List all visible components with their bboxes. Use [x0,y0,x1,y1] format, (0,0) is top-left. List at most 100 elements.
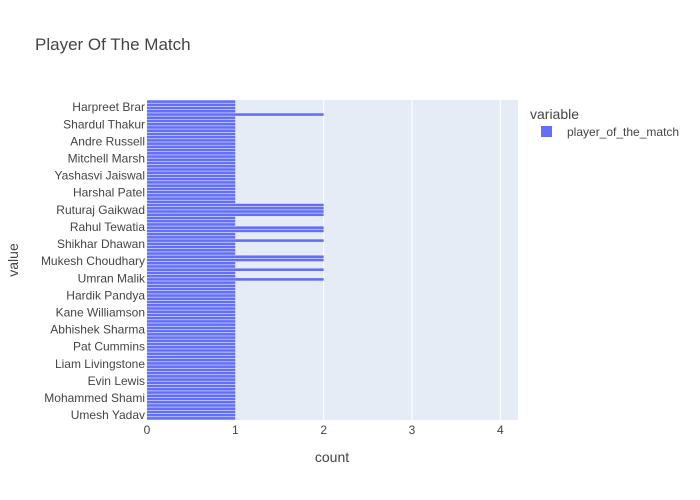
bar[interactable] [147,345,236,349]
bar[interactable] [147,126,236,129]
bar[interactable] [147,142,236,145]
bar[interactable] [147,219,236,223]
bar[interactable] [147,216,236,220]
bar[interactable] [147,236,236,239]
bar[interactable] [147,323,236,326]
bar[interactable] [147,155,236,158]
bar[interactable] [147,355,236,359]
bar[interactable] [147,342,236,346]
bar[interactable] [147,223,236,226]
bar[interactable] [147,171,236,175]
bar[interactable] [147,339,236,343]
bar[interactable] [147,400,236,404]
bar[interactable] [147,274,236,278]
bar[interactable] [147,413,236,417]
bar[interactable] [147,100,236,103]
bar[interactable] [147,287,236,291]
bar[interactable] [147,249,236,252]
bar[interactable] [147,103,236,107]
bar[interactable] [147,291,236,294]
bar[interactable] [147,375,236,378]
bar[interactable] [147,316,236,320]
legend-item-label[interactable]: player_of_the_match [567,125,679,139]
bar[interactable] [147,371,236,375]
bar[interactable] [147,168,236,171]
bar[interactable] [147,158,236,162]
bar[interactable] [147,161,236,165]
bar[interactable] [147,194,236,197]
bar[interactable] [147,297,236,301]
bar[interactable] [147,106,236,110]
bar[interactable] [147,190,236,194]
bar[interactable] [147,410,236,414]
bar[interactable] [147,210,324,213]
bar[interactable] [147,336,236,339]
bar[interactable] [147,265,236,268]
bar[interactable] [147,252,236,255]
bar[interactable] [147,281,236,284]
bar[interactable] [147,187,236,191]
bar[interactable] [147,352,236,356]
bar[interactable] [147,294,236,297]
bar[interactable] [147,132,236,136]
bar[interactable] [147,313,236,317]
bar[interactable] [147,258,324,262]
bar[interactable] [147,365,236,368]
bar[interactable] [147,417,236,420]
bar[interactable] [147,326,236,330]
bar[interactable] [147,303,236,307]
bar[interactable] [147,135,236,139]
bar[interactable] [147,368,236,372]
bar[interactable] [147,184,236,187]
bar[interactable] [147,310,236,314]
bar[interactable] [147,110,236,113]
bar[interactable] [147,242,236,246]
bar[interactable] [147,381,236,385]
bar[interactable] [147,177,236,181]
bar[interactable] [147,391,236,394]
bar[interactable] [147,213,324,217]
bar[interactable] [147,148,236,152]
bar[interactable] [147,129,236,132]
bar[interactable] [147,278,324,281]
bar[interactable] [147,119,236,123]
bar[interactable] [147,116,236,120]
bar[interactable] [147,239,324,242]
bar[interactable] [147,174,236,178]
bar[interactable] [147,378,236,381]
bar[interactable] [147,181,236,184]
bar[interactable] [147,388,236,391]
bar[interactable] [147,200,236,204]
bar[interactable] [147,206,324,210]
bar[interactable] [147,300,236,304]
bar[interactable] [147,329,236,333]
bar[interactable] [147,203,324,207]
bar[interactable] [147,284,236,288]
bar[interactable] [147,122,236,126]
bar[interactable] [147,226,324,229]
bar[interactable] [147,397,236,401]
bar[interactable] [147,271,236,275]
bar[interactable] [147,333,236,336]
bar[interactable] [147,394,236,398]
bar[interactable] [147,307,236,310]
bar[interactable] [147,320,236,323]
bar[interactable] [147,349,236,352]
bar[interactable] [147,358,236,362]
legend-swatch[interactable] [541,126,552,137]
bar[interactable] [147,232,236,236]
bar[interactable] [147,404,236,407]
bar[interactable] [147,407,236,410]
bar[interactable] [147,245,236,249]
bar[interactable] [147,139,236,142]
bar[interactable] [147,268,324,271]
bar[interactable] [147,362,236,365]
bar[interactable] [147,113,324,116]
bar[interactable] [147,164,236,168]
bar[interactable] [147,145,236,149]
bar[interactable] [147,229,324,233]
bar[interactable] [147,261,236,265]
bar[interactable] [147,152,236,155]
bar[interactable] [147,255,324,259]
bar[interactable] [147,384,236,388]
